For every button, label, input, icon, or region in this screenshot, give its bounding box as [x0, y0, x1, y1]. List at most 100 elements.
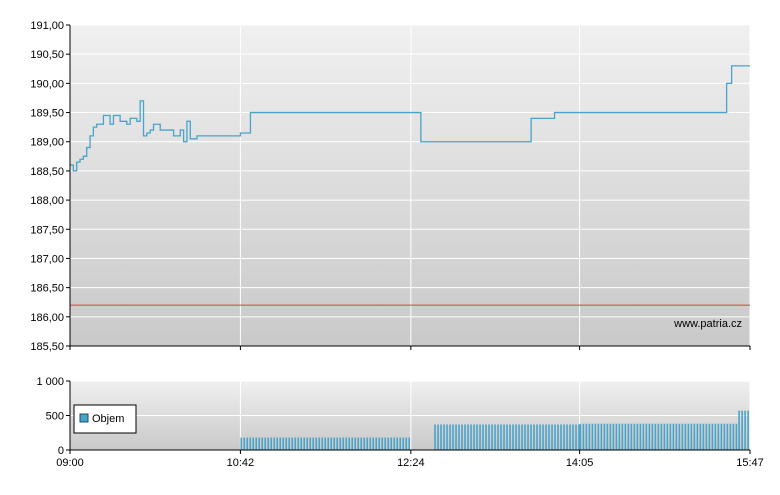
volume-bar [738, 410, 740, 450]
x-tick-labels: 09:00 10:42 12:24 14:05 15:47 [56, 457, 764, 469]
volume-bar [690, 423, 693, 450]
volume-bar [735, 423, 738, 450]
volume-bar [539, 424, 541, 450]
volume-bar [518, 424, 520, 450]
x-tick-label: 10:42 [227, 457, 255, 469]
volume-bar [714, 423, 717, 450]
volume-bar [624, 423, 627, 450]
volume-bar [720, 423, 723, 450]
volume-bar [354, 437, 357, 450]
price-y-tick-label: 187,00 [30, 253, 64, 265]
volume-bar [482, 424, 484, 450]
volume-bar [636, 423, 639, 450]
volume-bar [693, 423, 696, 450]
volume-bar [282, 437, 285, 450]
volume-bar [521, 424, 523, 450]
volume-bar [357, 437, 360, 450]
volume-bar [393, 437, 396, 450]
volume-bar [267, 437, 270, 450]
volume-bar [321, 437, 324, 450]
price-series-line [70, 65, 750, 172]
volume-bar [324, 437, 327, 450]
volume-bar [524, 424, 526, 450]
volume-bar [291, 437, 294, 450]
x-tick-label: 15:47 [736, 457, 764, 469]
volume-bar [675, 423, 678, 450]
volume-bar [339, 437, 342, 450]
volume-bar [369, 437, 372, 450]
legend-swatch [79, 413, 89, 423]
price-y-tick-label: 186,50 [30, 283, 64, 295]
volume-bar [696, 423, 699, 450]
volume-bar [536, 424, 538, 450]
volume-bar [491, 424, 493, 450]
volume-bar [554, 424, 556, 450]
volume-bar [479, 424, 481, 450]
volume-bar [243, 437, 246, 450]
volume-bar [747, 410, 749, 450]
volume-bar [246, 437, 249, 450]
volume-bar [723, 423, 726, 450]
volume-bar [255, 437, 258, 450]
volume-bar [548, 424, 550, 450]
volume-bar [458, 424, 460, 450]
price-y-tick-label: 189,00 [30, 137, 64, 149]
volume-bar [372, 437, 375, 450]
volume-bar [578, 424, 580, 450]
volume-bar [569, 424, 571, 450]
volume-bar [633, 423, 636, 450]
price-y-tick-label: 189,50 [30, 108, 64, 120]
volume-bar [494, 424, 496, 450]
volume-bar [390, 437, 393, 450]
volume-panel: 0 500 1 000 Objem [36, 376, 751, 457]
volume-bar [572, 424, 574, 450]
volume-bar [240, 437, 243, 450]
volume-bar [582, 423, 585, 450]
volume-axes [66, 380, 751, 454]
volume-bar [666, 423, 669, 450]
volume-bar [455, 424, 457, 450]
price-y-tick-label: 191,00 [30, 20, 64, 32]
volume-bar [470, 424, 472, 450]
volume-bar [297, 437, 300, 450]
volume-bar [443, 424, 445, 450]
volume-bar [485, 424, 487, 450]
volume-bar [515, 424, 517, 450]
volume-bar [672, 423, 675, 450]
volume-bar [563, 424, 565, 450]
volume-bar [705, 423, 708, 450]
volume-bar [384, 437, 387, 450]
volume-bar [399, 437, 402, 450]
volume-bar [270, 437, 273, 450]
volume-bar [306, 437, 309, 450]
volume-bar [288, 437, 291, 450]
volume-bar [464, 424, 466, 450]
volume-legend: Objem [73, 404, 137, 434]
price-y-tick-label: 186,00 [30, 312, 64, 324]
volume-bar [551, 424, 553, 450]
volume-bar [606, 423, 609, 450]
volume-bar [348, 437, 351, 450]
volume-bar [506, 424, 508, 450]
volume-bar [612, 423, 615, 450]
volume-bar [618, 423, 621, 450]
volume-bar [345, 437, 348, 450]
volume-bar [654, 423, 657, 450]
volume-bar [645, 423, 648, 450]
volume-bar [651, 423, 654, 450]
volume-bar [500, 424, 502, 450]
volume-bar [309, 437, 312, 450]
volume-bar [342, 437, 345, 450]
price-y-tick-label: 188,50 [30, 166, 64, 178]
volume-bar [405, 437, 408, 450]
volume-bar [396, 437, 399, 450]
volume-bar [708, 423, 711, 450]
volume-bar [542, 424, 544, 450]
volume-bar [660, 423, 663, 450]
volume-bar [375, 437, 378, 450]
volume-bar [476, 424, 478, 450]
volume-bar [276, 437, 279, 450]
volume-bar [642, 423, 645, 450]
volume-bar [327, 437, 330, 450]
